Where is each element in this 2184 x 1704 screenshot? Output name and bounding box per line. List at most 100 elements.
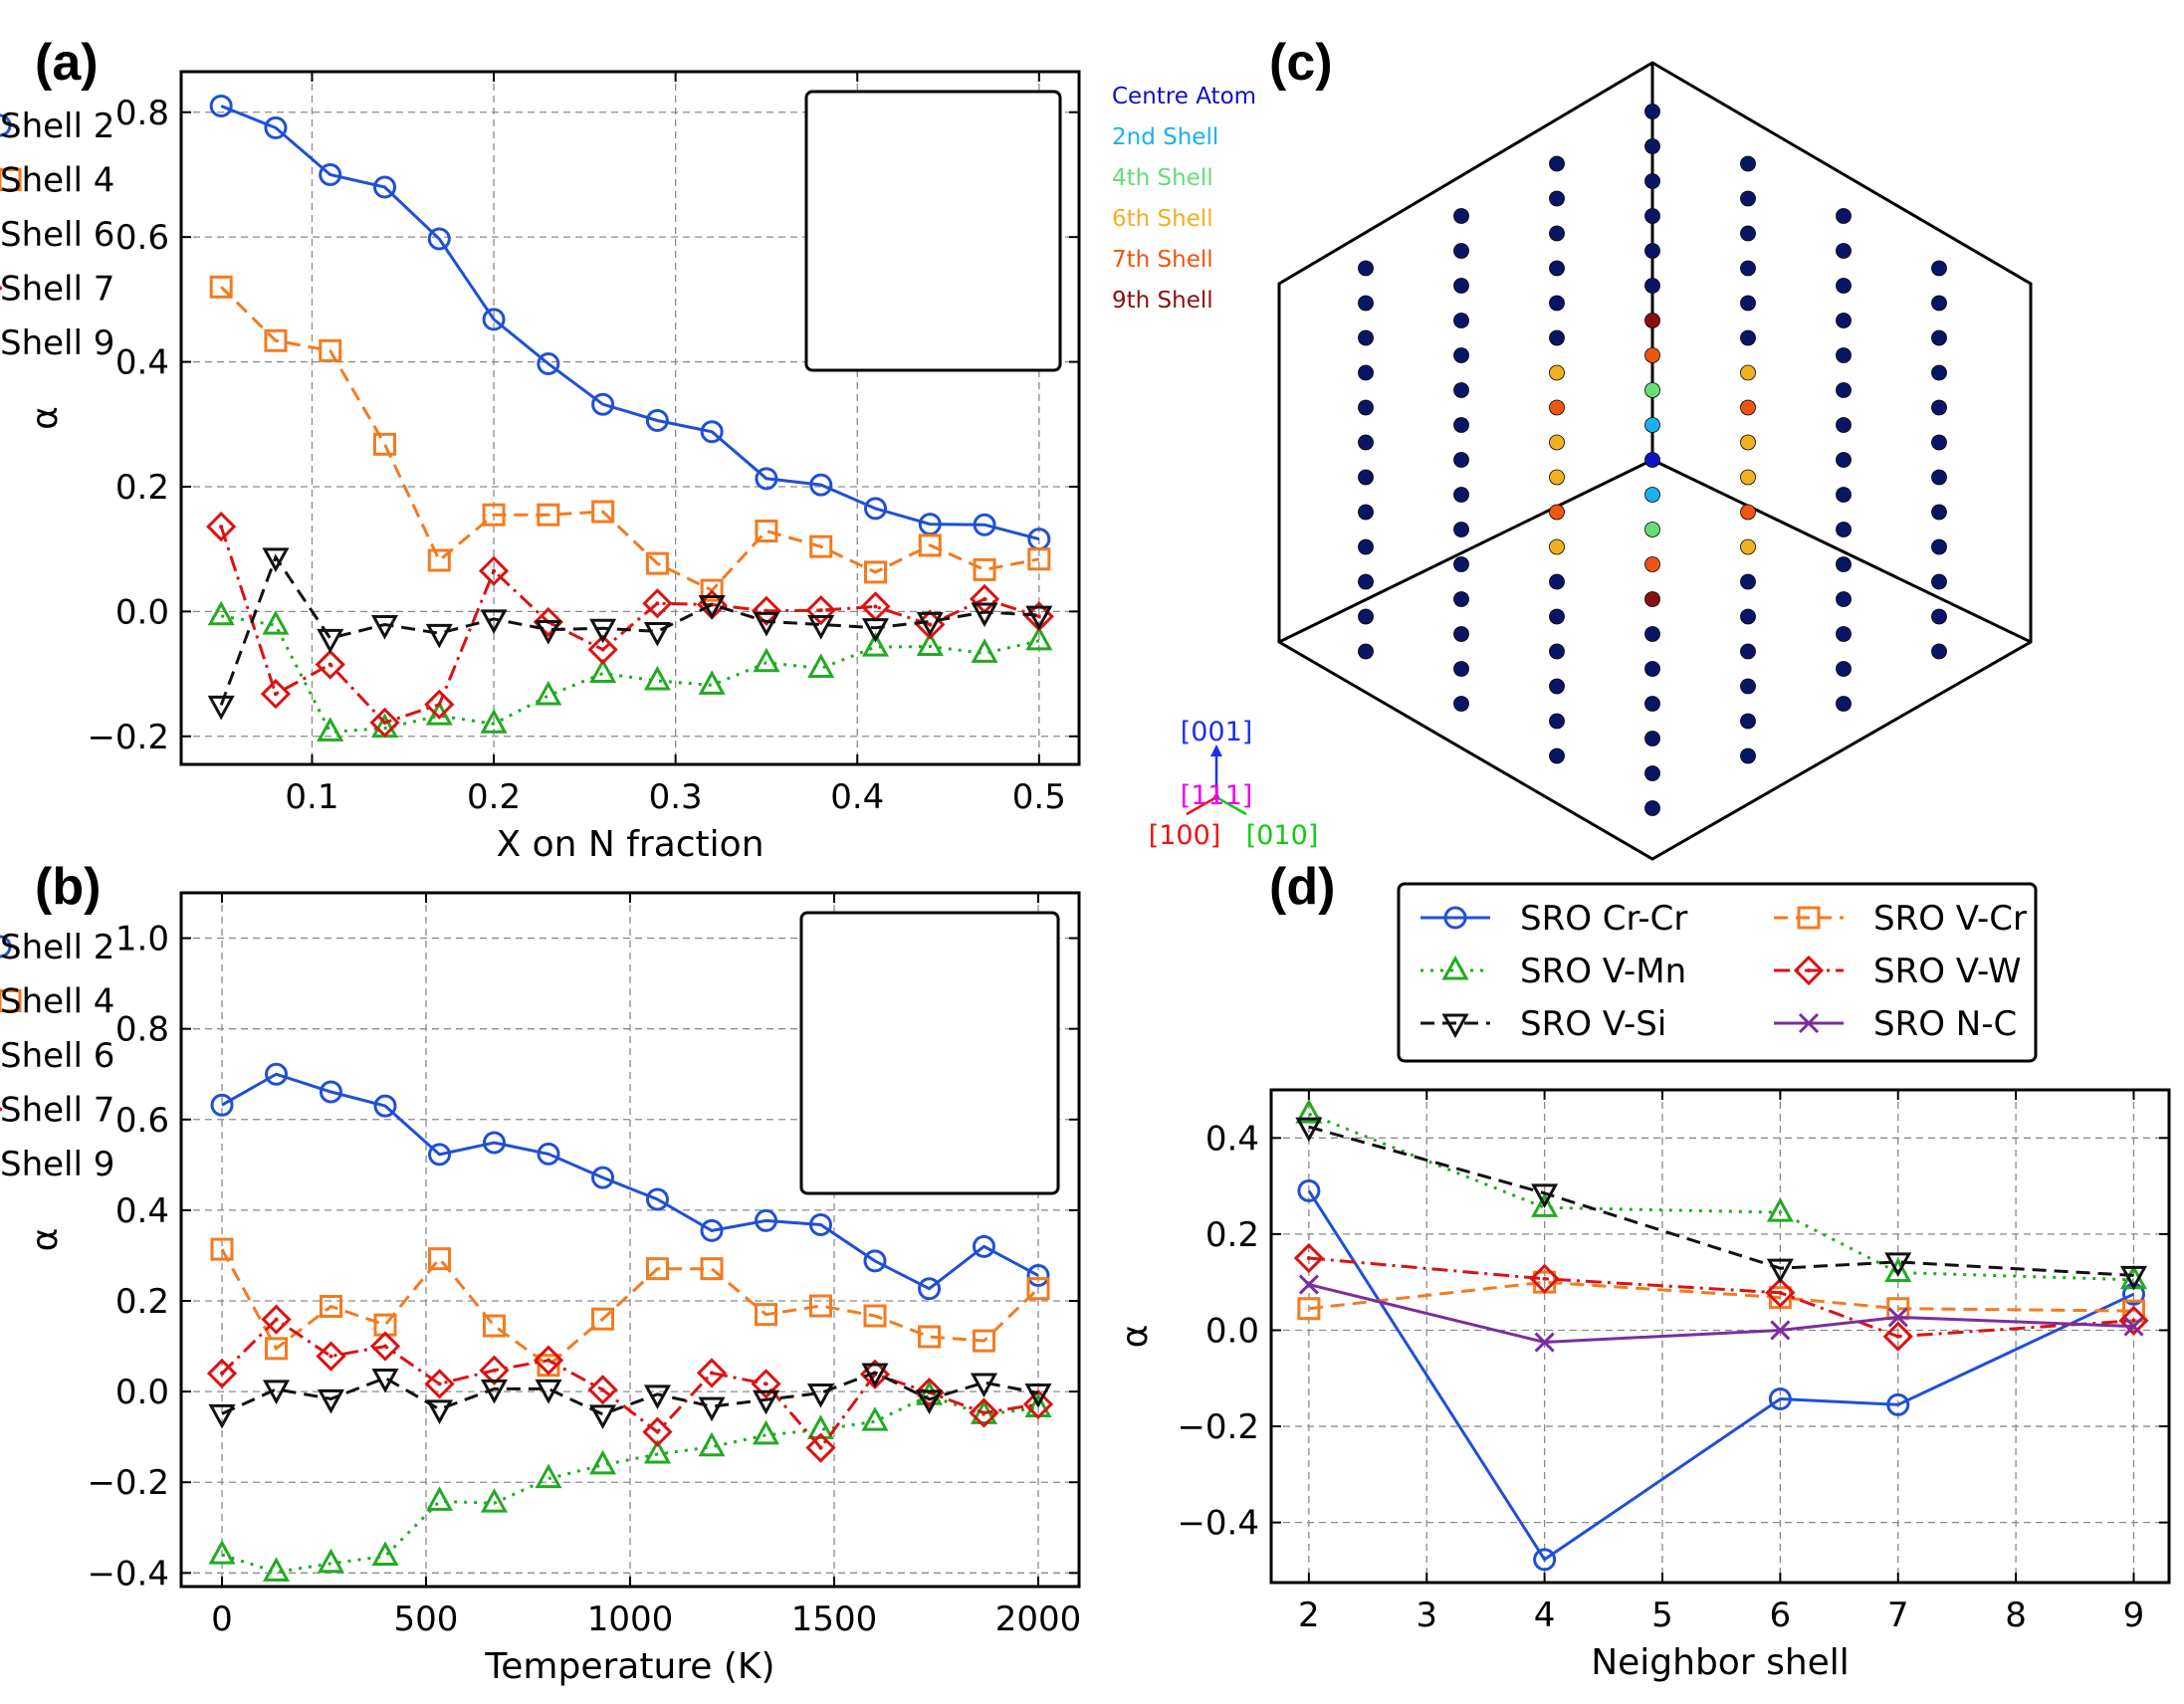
direction-label-111: [111] (1181, 780, 1253, 811)
data-point (1529, 1263, 1560, 1294)
atom (1931, 608, 1947, 625)
series-line (219, 526, 1040, 725)
direction-label-010: [010] (1246, 820, 1319, 851)
x-tick-label: 0.1 (285, 777, 338, 817)
data-point (969, 1397, 999, 1428)
data-point (262, 547, 290, 572)
atom-shell-7 (1549, 399, 1565, 416)
series-line (1308, 1283, 2134, 1345)
atom (1453, 487, 1469, 503)
atom-shell-6 (1740, 434, 1756, 451)
data-point (537, 503, 560, 527)
data-point (587, 1375, 618, 1405)
data-point (535, 620, 562, 645)
legend-label: Shell 6 (0, 1036, 114, 1076)
data-point (700, 578, 724, 602)
y-tick-label: 0.6 (115, 1101, 169, 1141)
legend-marker (1443, 906, 1467, 930)
data-point (589, 618, 617, 644)
chart-a: 0.1 0.2 0.3 0.4 0.5 −0.2 0.0 0.2 0.4 0.6 0.8 X on N… (0, 70, 1081, 865)
atom (1644, 243, 1660, 259)
atom-shell-7 (1740, 504, 1756, 521)
atom (1453, 626, 1469, 642)
atom (1453, 278, 1469, 294)
atom (1358, 329, 1374, 346)
data-point (645, 409, 669, 433)
data-point (424, 1369, 455, 1399)
data-point (700, 1218, 724, 1242)
data-point (753, 647, 780, 673)
data-point (751, 595, 782, 626)
atom (1358, 469, 1374, 486)
legend-marker (1797, 906, 1821, 930)
data-point (752, 1419, 780, 1445)
atom-shell-9 (1740, 364, 1756, 381)
atom (1644, 626, 1660, 642)
atom (1740, 260, 1756, 277)
legend-entry-sro-v-cr: SRO V-Cr (1774, 899, 2027, 939)
series-line (221, 1072, 1039, 1291)
atom (1836, 347, 1852, 363)
series-line (220, 1248, 1040, 1368)
atom (1836, 626, 1852, 642)
data-point (261, 1304, 292, 1335)
data-point (478, 555, 510, 586)
atom (1453, 313, 1469, 328)
series-shell-2 (210, 1062, 1050, 1301)
data-point (482, 308, 506, 331)
data-point (537, 351, 560, 375)
legend-entry-sro-cr-cr: SRO Cr-Cr (1420, 899, 1687, 939)
data-point (916, 631, 944, 656)
data-point (1531, 1183, 1559, 1208)
data-point (319, 1080, 342, 1104)
atom (1740, 329, 1756, 346)
data-point (591, 500, 615, 524)
atom (1358, 399, 1374, 416)
chart-b: 0 500 1000 1500 2000 −0.4 −0.2 0.0 0.2 0.4 0.6 0.8 1… (0, 891, 1081, 1687)
legend-label: SRO V-W (1873, 952, 2022, 991)
atom-shell-7 (1644, 556, 1660, 572)
x-tick-label: 5 (1651, 1596, 1673, 1635)
data-point (973, 513, 996, 536)
data-point (642, 1416, 673, 1447)
data-point (317, 717, 344, 742)
data-point (1024, 1383, 1052, 1408)
series-shell-4 (209, 275, 1051, 602)
data-point (591, 392, 615, 416)
legend-label: Shell 9 (0, 323, 114, 363)
x-tick-label: 2 (1298, 1596, 1320, 1635)
legend-marker (1793, 955, 1825, 986)
atom (1453, 661, 1469, 677)
data-point (373, 432, 397, 456)
data-point (424, 689, 455, 720)
series-shell-4 (210, 1237, 1050, 1378)
atom (1740, 190, 1756, 207)
data-point (319, 162, 342, 186)
atom-shell-9 (1549, 538, 1565, 555)
panel-label-d: (d) (1269, 858, 1335, 916)
data-point (533, 1345, 564, 1376)
data-point (210, 1237, 234, 1261)
data-point (755, 467, 778, 491)
atom (1931, 538, 1947, 555)
data-point (427, 227, 451, 251)
crystal-structure-view: Centre Atom 2nd Shell 4th Shell 6th Shell 7t… (1112, 61, 2033, 861)
shell-legend-9th-shell: 9th Shell (1112, 288, 1213, 314)
atom-shell-6 (1740, 469, 1756, 486)
data-point (1027, 547, 1051, 571)
data-point (316, 1341, 346, 1372)
data-point (806, 1383, 835, 1408)
x-axis-label: X on N fraction (496, 824, 764, 865)
legend-entry-shell-6: Shell 6 (0, 1036, 114, 1076)
atom (1931, 469, 1947, 486)
legend-marker (0, 286, 2, 291)
data-point (589, 658, 617, 683)
atom-shell-7 (1740, 399, 1756, 416)
data-point (1765, 1277, 1796, 1308)
legend-label: Shell 2 (0, 106, 114, 146)
series-line (1308, 1112, 2134, 1282)
data-point (425, 1399, 454, 1424)
ticks: 0.1 0.2 0.3 0.4 0.5 −0.2 0.0 0.2 0.4 0.6 0.8 (87, 72, 1079, 817)
atom (1644, 278, 1660, 294)
